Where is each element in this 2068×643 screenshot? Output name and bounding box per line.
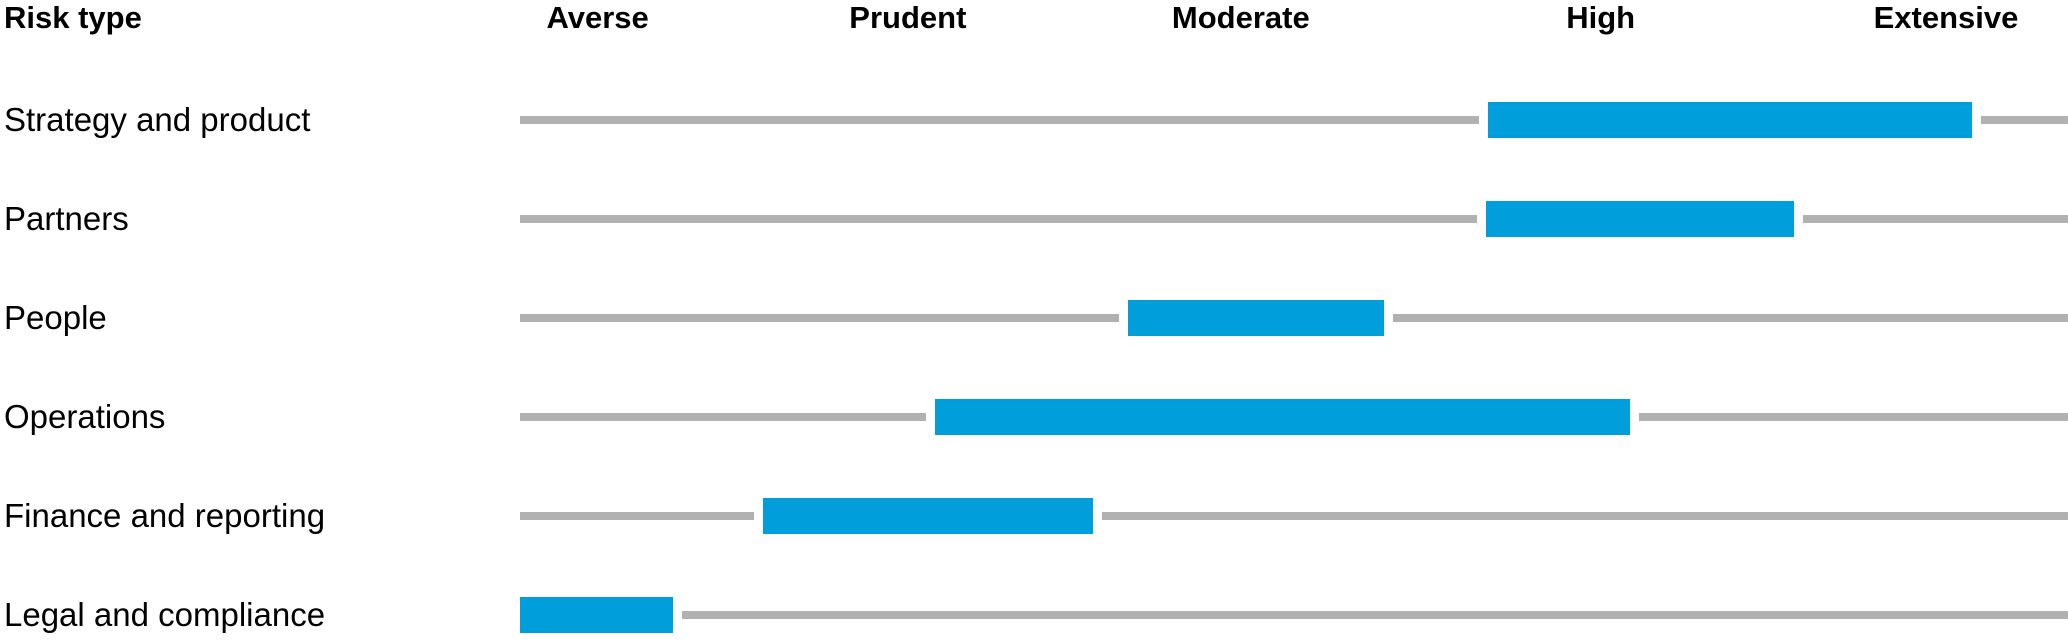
risk-type-label: People	[4, 298, 107, 336]
risk-type-label: Partners	[4, 199, 129, 237]
risk-range-bar	[763, 497, 1093, 534]
risk-range-bar	[520, 596, 674, 633]
scale-label-averse: Averse	[546, 0, 649, 35]
risk-row: Finance and reporting	[0, 466, 2068, 565]
risk-row: Partners	[0, 169, 2068, 268]
risk-row: Strategy and product	[0, 70, 2068, 169]
risk-scale-track	[520, 466, 2068, 565]
risk-scale-track	[520, 169, 2068, 268]
risk-row: People	[0, 268, 2068, 367]
risk-type-label: Legal and compliance	[4, 595, 326, 633]
risk-scale-track	[520, 70, 2068, 169]
risk-range-bar	[934, 398, 1630, 435]
risk-scale-track	[520, 268, 2068, 367]
risk-rows: Strategy and product Partners People Operat…	[0, 70, 2068, 643]
risk-type-column-header: Risk type	[4, 0, 142, 35]
track-line	[520, 610, 2068, 619]
risk-range-bar	[1128, 299, 1384, 336]
risk-type-label: Strategy and product	[4, 100, 311, 138]
risk-type-label: Finance and reporting	[4, 496, 326, 534]
risk-range-bar	[1485, 200, 1794, 237]
risk-scale-track	[520, 565, 2068, 643]
track-line	[520, 511, 2068, 520]
scale-label-moderate: Moderate	[1171, 0, 1310, 35]
scale-label-prudent: Prudent	[849, 0, 967, 35]
risk-type-label: Operations	[4, 397, 166, 435]
track-line	[520, 214, 2068, 223]
scale-label-high: High	[1566, 0, 1636, 35]
risk-range-bar	[1487, 101, 1973, 138]
scale-label-extensive: Extensive	[1873, 0, 2019, 35]
risk-row: Operations	[0, 367, 2068, 466]
risk-scale-track	[520, 367, 2068, 466]
risk-row: Legal and compliance	[0, 565, 2068, 643]
track-line	[520, 115, 2068, 124]
